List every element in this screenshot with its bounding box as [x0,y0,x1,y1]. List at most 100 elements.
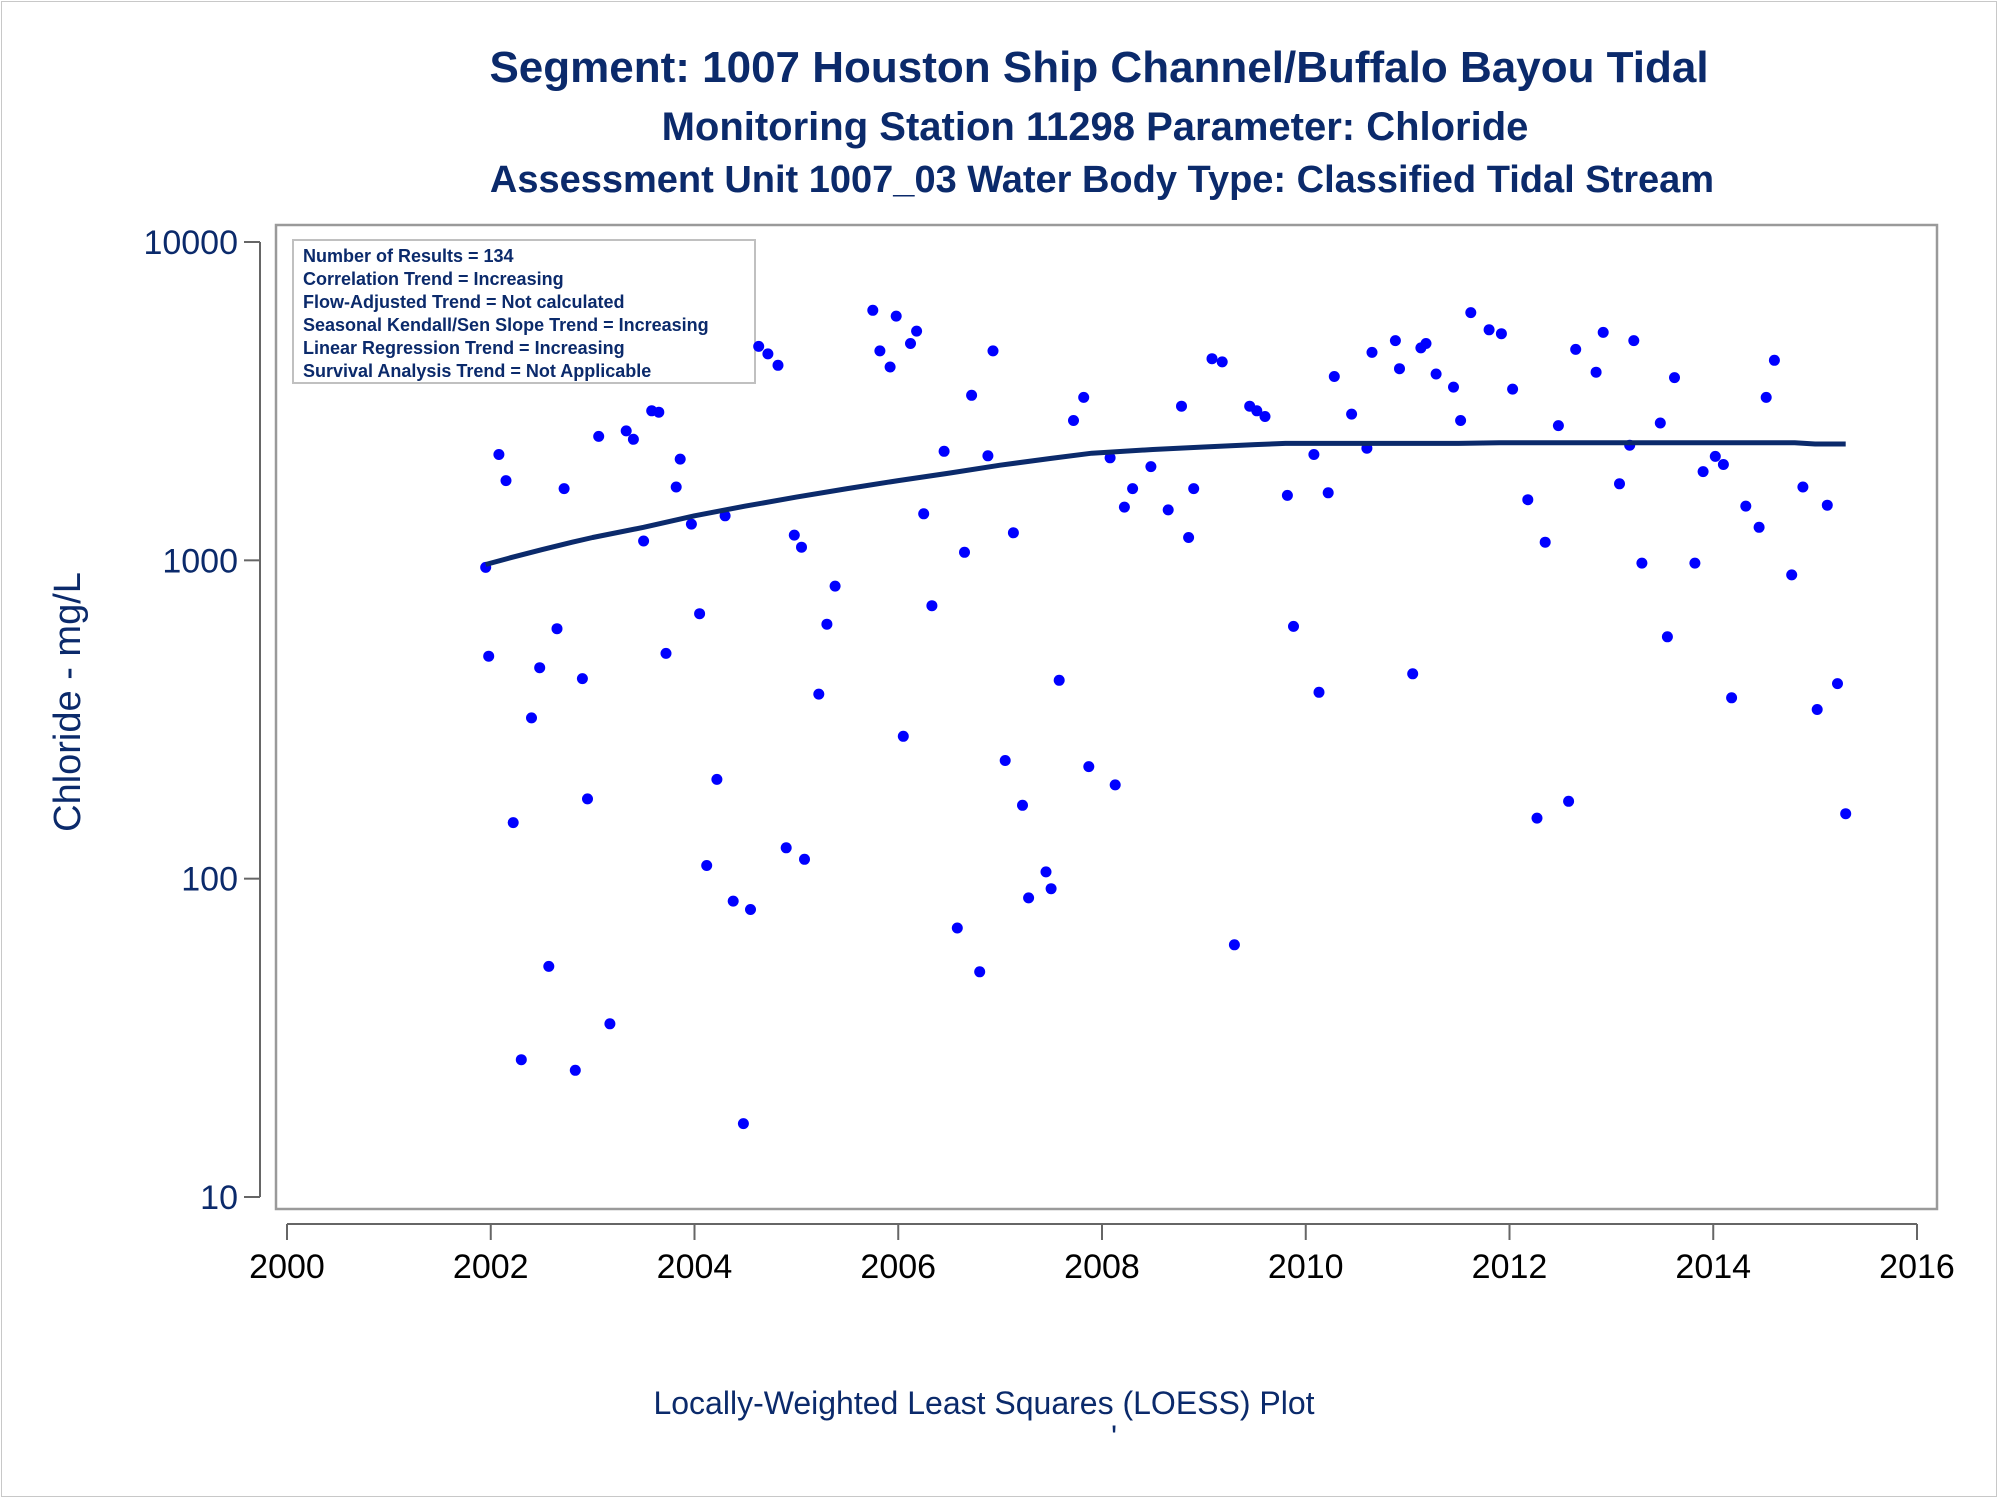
data-point [918,508,930,520]
data-point [1322,487,1334,499]
data-point [1661,631,1673,643]
data-point [1346,408,1358,420]
chart-subtitle: Monitoring Station 11298 Parameter: Chlo… [662,105,1529,149]
data-point [1023,892,1035,904]
stats-line-flow-adjusted: Flow-Adjusted Trend = Not calculated [303,292,625,312]
data-point [1017,799,1028,811]
data-point [660,647,672,659]
data-point [674,453,686,465]
data-point [534,662,546,674]
data-point [1313,686,1325,698]
data-point [483,650,495,662]
x-tick-label: 2008 [1064,1248,1140,1286]
data-point [727,895,739,907]
data-point [1328,371,1340,382]
x-tick-label: 2010 [1268,1248,1344,1286]
data-point [762,348,774,360]
data-point [867,304,879,316]
data-point [987,345,999,357]
data-point [620,425,632,437]
data-point [772,359,784,371]
loess-curve-group [485,440,1846,567]
data-point [1448,381,1459,393]
data-point [1753,521,1765,533]
data-point [1183,532,1195,543]
data-point [711,773,723,785]
data-point [788,529,800,541]
data-point [1563,795,1575,807]
data-point [1717,459,1729,470]
x-tick-label: 2016 [1879,1248,1955,1286]
data-point [694,608,706,620]
data-point [1797,481,1809,493]
data-point [1259,411,1271,422]
data-point [1811,704,1823,715]
data-point [1308,449,1320,460]
data-point [604,1018,616,1030]
data-point [938,445,950,457]
data-point [569,1064,581,1076]
data-point [745,904,756,915]
data-point [1228,939,1240,951]
data-point [1697,466,1709,478]
plot-area [274,223,1939,1211]
stats-line-survival: Survival Analysis Trend = Not Applicable [303,361,651,381]
data-point [1531,812,1543,824]
stats-line-linear-regression: Linear Regression Trend = Increasing [303,338,625,358]
stats-box: Number of Results = 134 Correlation Tren… [292,239,756,384]
data-point [1768,354,1780,366]
data-point [719,510,731,522]
chart-title: Segment: 1007 Houston Ship Channel/Buffa… [489,43,1708,92]
data-point [999,755,1011,766]
data-point [1821,499,1833,511]
data-point [1669,372,1680,384]
data-point [543,960,555,972]
data-point [1832,678,1843,690]
data-point [1394,363,1405,375]
data-point [1740,500,1752,512]
data-point [1407,668,1419,680]
data-point [576,673,588,685]
data-point [874,345,886,357]
data-point [1507,383,1519,395]
data-point [685,518,697,530]
data-point [1597,326,1609,338]
x-tick-label: 2014 [1675,1248,1751,1286]
data-point [821,618,833,630]
data-point [1045,883,1057,895]
data-point [593,430,605,442]
data-point [1420,338,1432,349]
data-point [1251,405,1263,417]
chart-footnote: Locally-Weighted Least Squares (LOESS) P… [653,1385,1314,1421]
data-point [897,730,909,742]
data-point [500,475,512,487]
data-point [1078,391,1090,403]
data-point [670,481,682,493]
data-point [1522,494,1534,506]
data-point [1570,343,1582,355]
data-point [1145,461,1157,473]
data-point [737,1118,749,1130]
data-point [701,860,713,871]
x-tick-label: 2006 [860,1248,936,1286]
x-tick-label: 2000 [249,1248,325,1286]
data-point [1053,674,1065,686]
data-point [1465,307,1477,319]
data-point [905,338,916,349]
data-point [653,406,665,418]
data-point [1040,866,1052,878]
y-tick-label: 10 [200,1179,238,1217]
data-point [1455,415,1467,426]
data-point [974,966,986,978]
data-point [1614,478,1625,490]
x-tick-label: 2002 [453,1248,529,1286]
data-point [507,817,519,829]
data-point [1689,557,1701,569]
data-point [1176,400,1187,412]
data-point [1109,779,1121,791]
stats-line-results: Number of Results = 134 [303,246,514,266]
data-point [799,853,810,865]
y-axis-label: Chloride - mg/L [47,572,89,832]
